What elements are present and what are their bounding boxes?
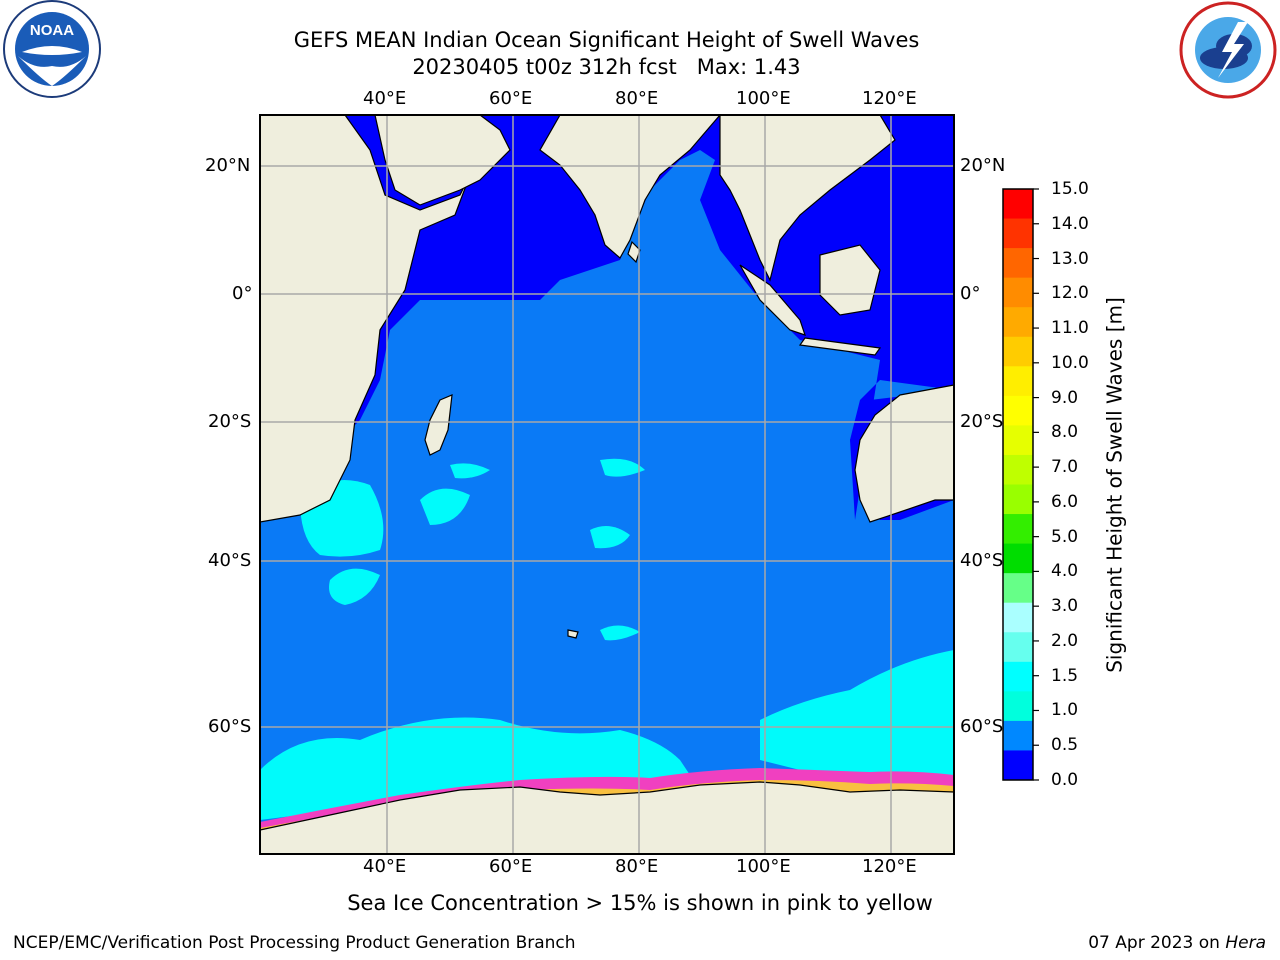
lat-tick-right-0: 0° xyxy=(960,283,981,304)
colorbar-segment xyxy=(1003,336,1033,367)
lon-tick-top-60: 60°E xyxy=(489,88,533,109)
chart-subtitle: 20230405 t00z 312h fcst Max: 1.43 xyxy=(412,55,801,79)
lon-tick-bottom-80: 80°E xyxy=(615,856,659,877)
land-masses xyxy=(260,115,954,854)
map-frame xyxy=(259,114,955,855)
colorbar-tick-label: 1.0 xyxy=(1051,700,1079,721)
colorbar-segment xyxy=(1003,661,1033,692)
colorbar-segment xyxy=(1003,543,1033,574)
lat-tick-right-40s: 40°S xyxy=(960,550,1004,571)
lat-tick-left-40s: 40°S xyxy=(208,550,252,571)
colorbar-segment xyxy=(1003,307,1033,338)
land-southeast-asia xyxy=(719,115,896,282)
footer-date: 07 Apr 2023 on Hera xyxy=(1088,933,1266,953)
colorbar-segment xyxy=(1003,484,1033,515)
lat-tick-left-60s: 60°S xyxy=(208,716,252,737)
lat-tick-right-20s: 20°S xyxy=(960,411,1004,432)
lat-tick-left-0: 0° xyxy=(232,283,253,304)
colorbar-segment xyxy=(1003,691,1033,722)
colorbar-segment xyxy=(1003,189,1033,220)
colorbar-tick-label: 10.0 xyxy=(1051,352,1089,373)
colorbar-label: Significant Height of Swell Waves [m] xyxy=(1102,297,1127,673)
colorbar-segment xyxy=(1003,277,1033,308)
colorbar-tick-label: 9.0 xyxy=(1051,387,1079,408)
lon-tick-bottom-60: 60°E xyxy=(489,856,533,877)
colorbar-segment xyxy=(1003,366,1033,397)
noaa-logo: NOAA xyxy=(3,0,101,98)
land-antarctica xyxy=(260,781,954,854)
land-madagascar xyxy=(424,394,453,456)
colorbar-tick-label: 1.5 xyxy=(1051,665,1079,686)
map-gridlines xyxy=(260,115,954,854)
colorbar-tick-label: 2.0 xyxy=(1051,630,1079,651)
lat-tick-right-20n: 20°N xyxy=(960,155,1006,176)
footer-credit: NCEP/EMC/Verification Post Processing Pr… xyxy=(13,933,576,953)
colorbar-segment xyxy=(1003,720,1033,751)
lon-tick-bottom-120: 120°E xyxy=(862,856,917,877)
colorbar-tick-label: 15.0 xyxy=(1051,179,1089,199)
colorbar-frame xyxy=(1002,188,1034,781)
land-arabia xyxy=(374,115,511,206)
colorbar-segment xyxy=(1003,514,1033,545)
colorbar-tick-label: 11.0 xyxy=(1051,318,1089,339)
land-kerguelen xyxy=(567,629,579,639)
colorbar-segment xyxy=(1003,632,1033,663)
lat-tick-left-20s: 20°S xyxy=(208,411,252,432)
colorbar-segment xyxy=(1003,750,1033,781)
nws-logo xyxy=(1179,1,1277,99)
land-java xyxy=(798,337,882,356)
colorbar-tick-label: 12.0 xyxy=(1051,283,1089,304)
lat-tick-right-60s: 60°S xyxy=(960,716,1004,737)
lon-tick-bottom-100: 100°E xyxy=(736,856,791,877)
colorbar-tick-label: 4.0 xyxy=(1051,561,1079,582)
colorbar-segment xyxy=(1003,395,1033,426)
colorbar-tick-label: 0.0 xyxy=(1051,770,1079,790)
footer-machine: Hera xyxy=(1225,933,1266,953)
colorbar-tick-label: 0.5 xyxy=(1051,735,1079,756)
land-australia xyxy=(854,384,954,523)
sea-ice-caption: Sea Ice Concentration > 15% is shown in … xyxy=(347,891,933,915)
colorbar-tick-label: 5.0 xyxy=(1051,526,1079,547)
footer-date-text: 07 Apr 2023 on xyxy=(1088,933,1226,953)
colorbar-tick-label: 6.0 xyxy=(1051,491,1079,512)
land-sumatra xyxy=(739,264,806,336)
noaa-logo-text: NOAA xyxy=(30,22,74,39)
colorbar-segment xyxy=(1003,248,1033,279)
lat-tick-left-20n: 20°N xyxy=(205,155,251,176)
land-africa xyxy=(260,115,471,523)
lon-tick-top-80: 80°E xyxy=(615,88,659,109)
colorbar-tick-label: 7.0 xyxy=(1051,457,1079,478)
colorbar-segment xyxy=(1003,218,1033,249)
colorbar-tick-label: 13.0 xyxy=(1051,248,1089,269)
chart-title: GEFS MEAN Indian Ocean Significant Heigh… xyxy=(293,28,920,52)
colorbar-tick-label: 8.0 xyxy=(1051,422,1079,443)
lon-tick-top-100: 100°E xyxy=(736,88,791,109)
lon-tick-bottom-40: 40°E xyxy=(363,856,407,877)
colorbar-segment xyxy=(1003,454,1033,485)
lon-tick-top-40: 40°E xyxy=(363,88,407,109)
lon-tick-top-120: 120°E xyxy=(862,88,917,109)
colorbar-tick-label: 14.0 xyxy=(1051,213,1089,234)
land-india xyxy=(539,115,721,259)
colorbar-segment xyxy=(1003,425,1033,456)
colorbar-segment xyxy=(1003,602,1033,633)
land-sri-lanka xyxy=(627,240,641,264)
colorbar-segment xyxy=(1003,573,1033,604)
land-borneo xyxy=(819,244,881,316)
colorbar-tick-label: 3.0 xyxy=(1051,596,1079,617)
